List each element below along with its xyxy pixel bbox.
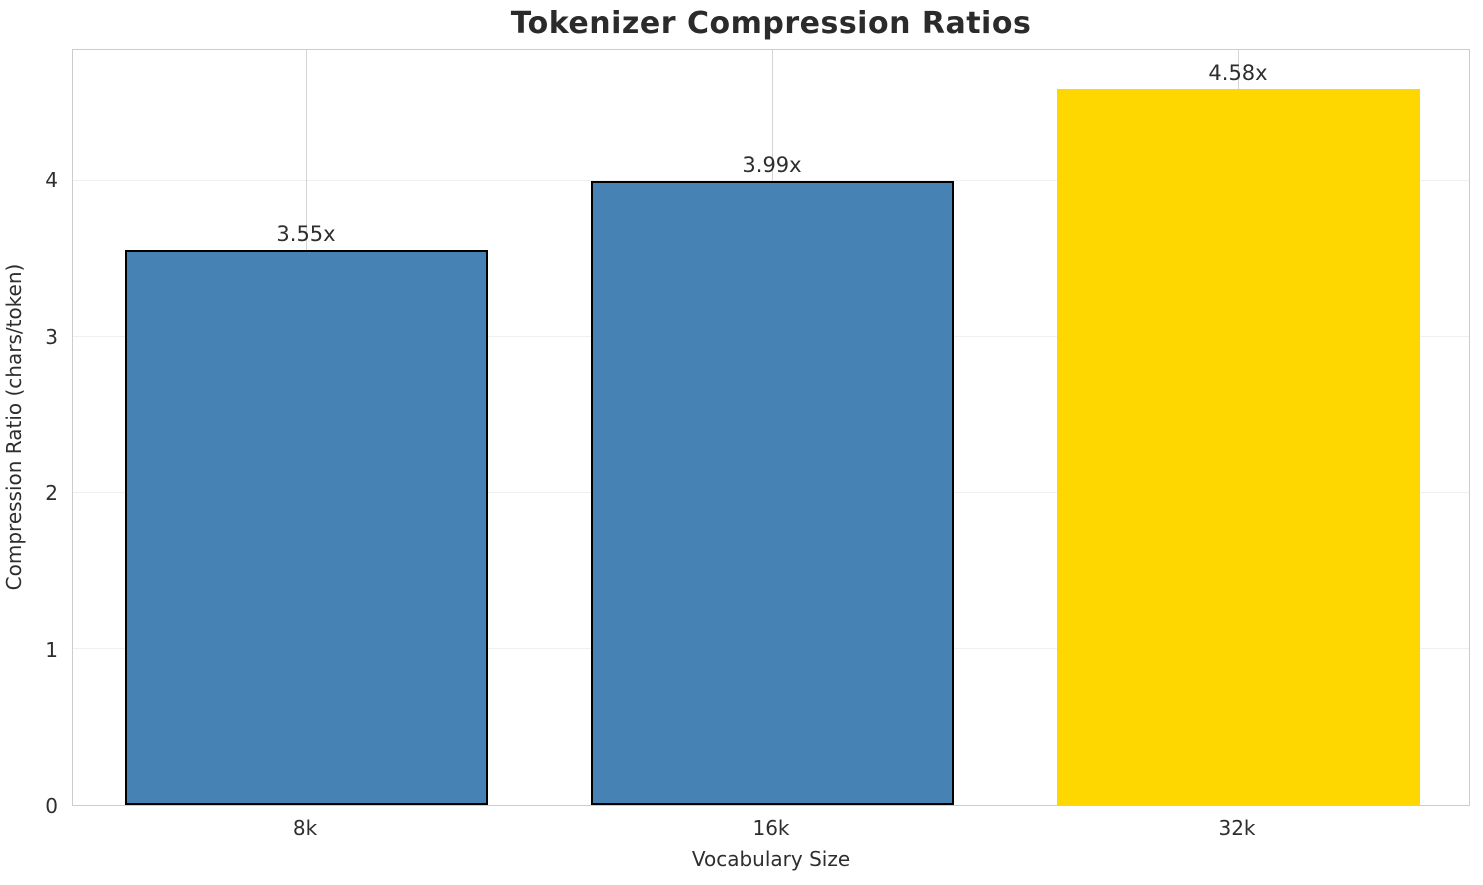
ytick-label-3: 3 (45, 324, 58, 349)
plot-area: 3.55x 3.99x 4.58x (72, 49, 1470, 806)
xtick-label-32k: 32k (1218, 816, 1256, 840)
bar-value-label-32k: 4.58x (1208, 61, 1268, 85)
xtick-label-16k: 16k (752, 816, 790, 840)
xtick-label-8k: 8k (292, 816, 318, 840)
hgridline-y4 (73, 180, 1469, 182)
bar-8k (125, 250, 488, 805)
y-axis-label: Compression Ratio (chars/token) (2, 263, 26, 591)
chart-title: Tokenizer Compression Ratios (510, 6, 1032, 41)
ytick-label-2: 2 (45, 481, 58, 506)
ytick-label-4: 4 (45, 168, 58, 193)
bar-32k (1057, 89, 1420, 805)
ytick-label-0: 0 (45, 794, 58, 818)
x-axis-label: Vocabulary Size (691, 847, 851, 871)
ytick-label-1: 1 (45, 637, 58, 662)
bar-value-label-8k: 3.55x (276, 222, 336, 246)
bar-16k (591, 181, 954, 805)
bar-value-label-16k: 3.99x (742, 153, 802, 177)
